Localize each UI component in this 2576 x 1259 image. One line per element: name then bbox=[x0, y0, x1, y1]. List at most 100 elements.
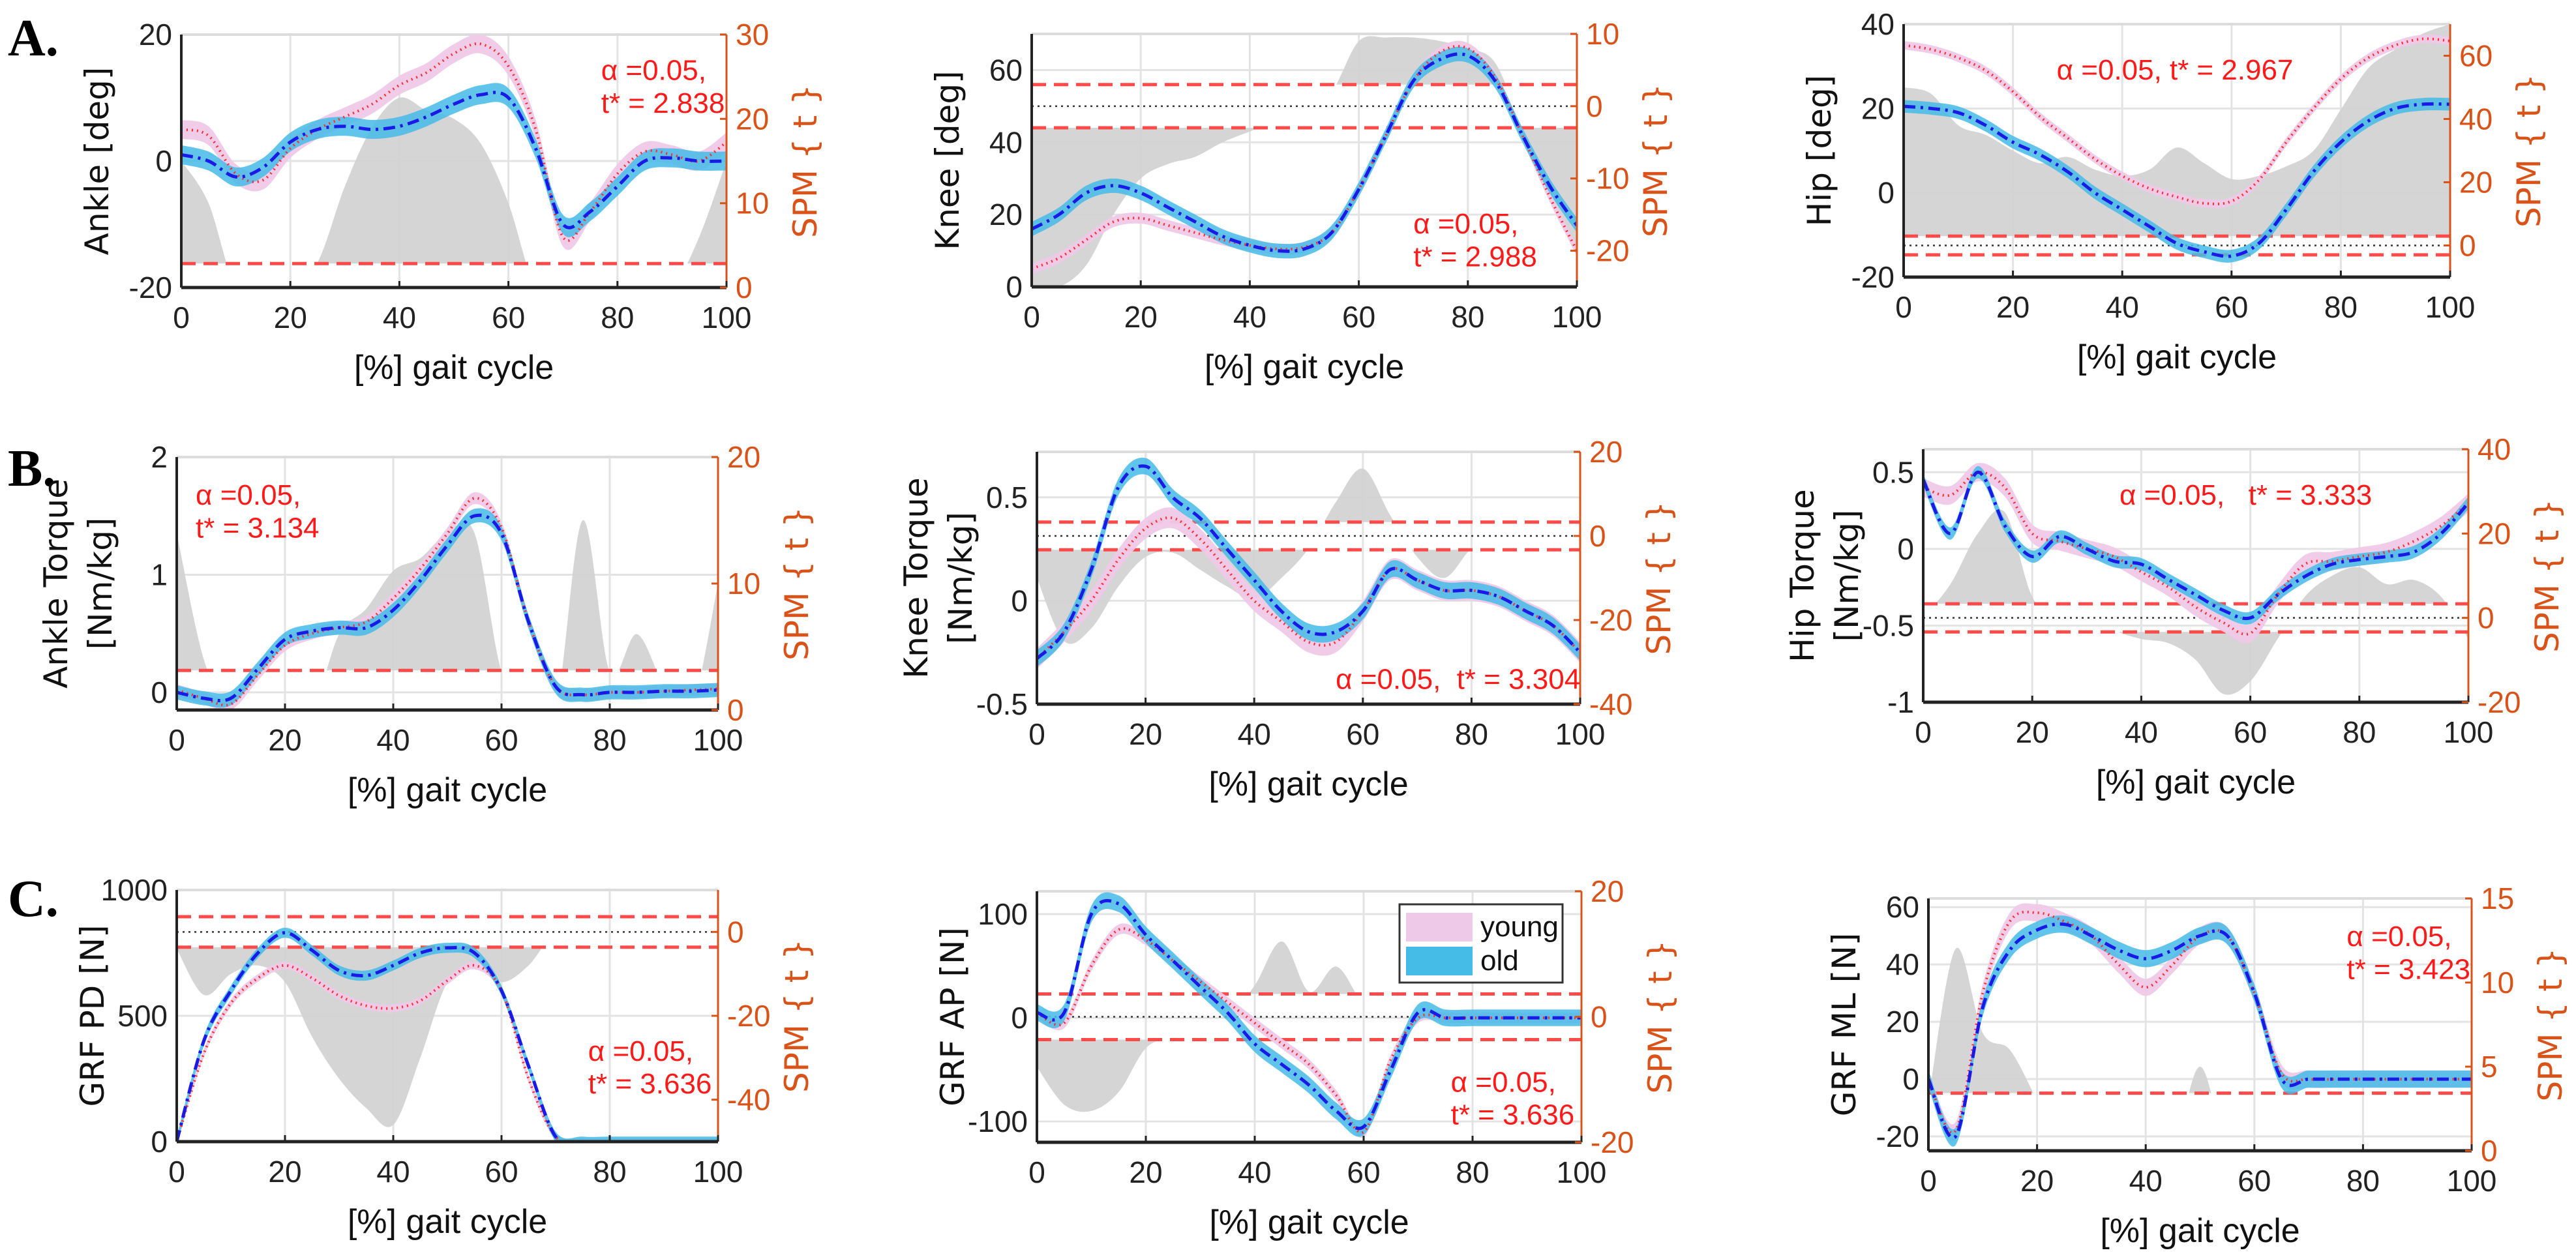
y2-tick-label: 60 bbox=[2459, 39, 2493, 73]
y2-tick-label: 0 bbox=[1586, 89, 1603, 123]
y-axis-label-line2: [Nm/kg] bbox=[82, 518, 119, 650]
y2-tick-label: 0 bbox=[736, 271, 753, 304]
x-tick-label: 60 bbox=[1346, 717, 1379, 751]
series-group bbox=[1037, 892, 1581, 1138]
band-old bbox=[1037, 892, 1581, 1137]
alpha-text: α =0.05, bbox=[2057, 54, 2162, 86]
y2-tick-label: 40 bbox=[2478, 432, 2511, 466]
alpha-text: α =0.05, bbox=[1451, 1067, 1556, 1099]
spm-axis-label: SPM { t } bbox=[778, 939, 816, 1093]
x-tick-label: 60 bbox=[2234, 715, 2267, 749]
y-tick-label: 0 bbox=[151, 675, 168, 709]
series-group bbox=[1904, 35, 2450, 263]
x-tick-label: 0 bbox=[168, 1155, 185, 1189]
mean-line-old bbox=[1923, 470, 2468, 621]
x-axis-label: [%] gait cycle bbox=[1205, 348, 1404, 386]
x-axis-label: [%] gait cycle bbox=[2096, 763, 2296, 801]
mean-line-old bbox=[177, 931, 718, 1142]
x-tick-label: 20 bbox=[274, 301, 307, 334]
x-tick-label: 60 bbox=[485, 723, 518, 757]
y-tick-label: -20 bbox=[129, 271, 172, 304]
spm-axis-label: SPM { t } bbox=[2528, 499, 2566, 653]
x-tick-label: 20 bbox=[1129, 717, 1162, 751]
spm-axis-label: SPM { t } bbox=[1641, 940, 1679, 1094]
series-group bbox=[177, 492, 718, 710]
spm-t-fill-upper bbox=[1935, 509, 2447, 604]
y-tick-label: 0 bbox=[1897, 532, 1914, 566]
spm-annotation: α =0.05, t* = 3.304 bbox=[1336, 663, 1580, 695]
y2-tick-label: 0 bbox=[2478, 601, 2494, 635]
y2-tick-label: -20 bbox=[2478, 685, 2521, 719]
legend: young old bbox=[1398, 903, 1564, 984]
spm-area bbox=[1904, 24, 2450, 237]
y-tick-label: 0 bbox=[1006, 270, 1023, 304]
panel-2: 0 20 40 60 80 100 0 20 40 60 -20 -10 0 10 [%] gait cyc… bbox=[929, 17, 1675, 386]
x-tick-label: 80 bbox=[2324, 290, 2358, 324]
y2-tick-label: -20 bbox=[1589, 603, 1632, 637]
series-group bbox=[181, 35, 726, 250]
tstar-text: t* = 2.988 bbox=[1413, 241, 1537, 273]
y-axis-label: Ankle [deg] bbox=[78, 67, 116, 256]
band-old bbox=[1037, 458, 1580, 667]
y-axis-label: GRF ML [N] bbox=[1825, 933, 1863, 1116]
y2-tick-label: 20 bbox=[727, 440, 760, 474]
mean-line-young bbox=[181, 42, 726, 242]
spm-t-fill-lower bbox=[1032, 127, 1577, 287]
spm-axis-label: SPM { t } bbox=[778, 507, 816, 660]
spm-t-fill-lower bbox=[1037, 1039, 1162, 1112]
spm-area bbox=[1037, 941, 1356, 1112]
y2-tick-label: 10 bbox=[727, 567, 760, 600]
y-tick-label: -100 bbox=[968, 1104, 1028, 1138]
band-old bbox=[1923, 466, 2468, 625]
x-tick-label: 60 bbox=[1342, 300, 1375, 334]
spm-t-fill-upper bbox=[177, 520, 718, 671]
legend-swatch-young bbox=[1406, 913, 1473, 941]
x-tick-label: 60 bbox=[2215, 290, 2248, 324]
y2-tick-label: -20 bbox=[1586, 234, 1629, 268]
spm-t-fill-upper bbox=[1929, 947, 2211, 1093]
x-tick-label: 80 bbox=[2343, 715, 2376, 749]
mean-line-old bbox=[1904, 102, 2450, 258]
y-tick-label: 40 bbox=[989, 125, 1023, 159]
series-group bbox=[1928, 903, 2472, 1147]
y2-tick-label: 40 bbox=[2459, 102, 2493, 136]
row-label-c: C. bbox=[8, 870, 59, 928]
tstar-text: t* = 3.333 bbox=[2232, 479, 2372, 511]
mean-line-old bbox=[1928, 922, 2472, 1140]
y-tick-label: 40 bbox=[1886, 947, 1919, 981]
y-tick-label: 100 bbox=[978, 897, 1028, 931]
alpha-text: α =0.05, bbox=[601, 54, 706, 86]
x-axis-label: [%] gait cycle bbox=[1208, 765, 1408, 803]
y-tick-label: 0 bbox=[1902, 1062, 1919, 1096]
y2-tick-label: 10 bbox=[2481, 966, 2514, 1000]
x-tick-label: 40 bbox=[2129, 1164, 2163, 1198]
x-tick-label: 80 bbox=[593, 723, 626, 757]
y-tick-label: -20 bbox=[1876, 1119, 1919, 1153]
x-tick-label: 0 bbox=[1915, 715, 1932, 749]
y-tick-label: 1000 bbox=[101, 873, 168, 907]
legend-label-old: old bbox=[1480, 945, 1519, 977]
spm-axis-label: SPM { t } bbox=[2532, 948, 2569, 1102]
spm-area bbox=[177, 520, 718, 671]
legend-label-young: young bbox=[1480, 911, 1559, 943]
spm-axis-label: SPM { t } bbox=[786, 84, 824, 238]
mean-line-young bbox=[1032, 44, 1577, 271]
tstar-text: t* = 3.636 bbox=[1451, 1099, 1575, 1131]
x-tick-label: 60 bbox=[485, 1155, 518, 1189]
spm-annotation: α =0.05, t* = 2.967 bbox=[2057, 54, 2294, 86]
y2-tick-label: 20 bbox=[1591, 874, 1624, 908]
band-young bbox=[1923, 462, 2468, 644]
y-axis-label: Knee [deg] bbox=[929, 70, 966, 250]
mean-line-old bbox=[1032, 52, 1577, 253]
y2-tick-label: 0 bbox=[2459, 229, 2476, 263]
y-tick-label: -0.5 bbox=[976, 687, 1028, 721]
y2-tick-label: 0 bbox=[1591, 1000, 1608, 1034]
x-tick-label: 100 bbox=[1555, 717, 1606, 751]
x-tick-label: 40 bbox=[2106, 290, 2139, 324]
y-tick-label: 500 bbox=[117, 999, 168, 1033]
y-tick-label: 20 bbox=[139, 18, 172, 52]
band-old bbox=[1032, 46, 1577, 259]
